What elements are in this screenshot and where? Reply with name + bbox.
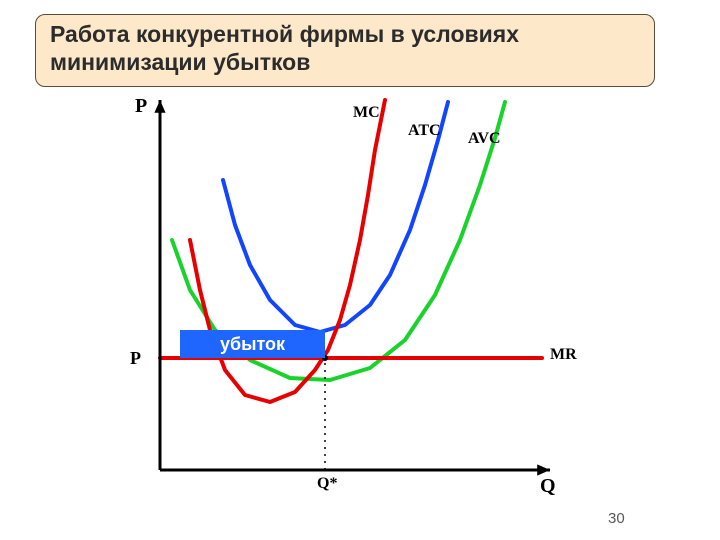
avc-label: AVC <box>468 130 501 148</box>
chart-svg <box>110 90 610 490</box>
page-number: 30 <box>608 510 625 527</box>
title-box: Работа конкурентной фирмы в условиях мин… <box>35 14 655 87</box>
x-axis-label: Q <box>540 475 556 498</box>
qstar-label: Q* <box>317 475 337 493</box>
loss-text: убыток <box>220 334 285 355</box>
price-label: P <box>130 348 141 369</box>
mc-label: MC <box>353 104 380 122</box>
y-axis-label: P <box>135 95 147 118</box>
atc-label: ATC <box>408 122 441 140</box>
title-text: Работа конкурентной фирмы в условиях мин… <box>50 21 640 76</box>
loss-box: убыток <box>180 330 325 358</box>
mr-label: MR <box>550 346 577 364</box>
chart-area: P Q P Q* MC ATC AVC MR убыток <box>110 90 610 490</box>
